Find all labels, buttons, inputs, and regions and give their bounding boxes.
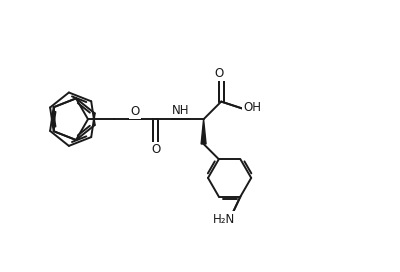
Polygon shape <box>201 119 206 144</box>
Text: H₂N: H₂N <box>213 212 236 225</box>
Text: NH: NH <box>172 104 189 117</box>
Text: O: O <box>214 67 224 80</box>
Text: O: O <box>130 105 140 118</box>
Text: OH: OH <box>243 101 261 114</box>
Text: O: O <box>151 143 160 156</box>
